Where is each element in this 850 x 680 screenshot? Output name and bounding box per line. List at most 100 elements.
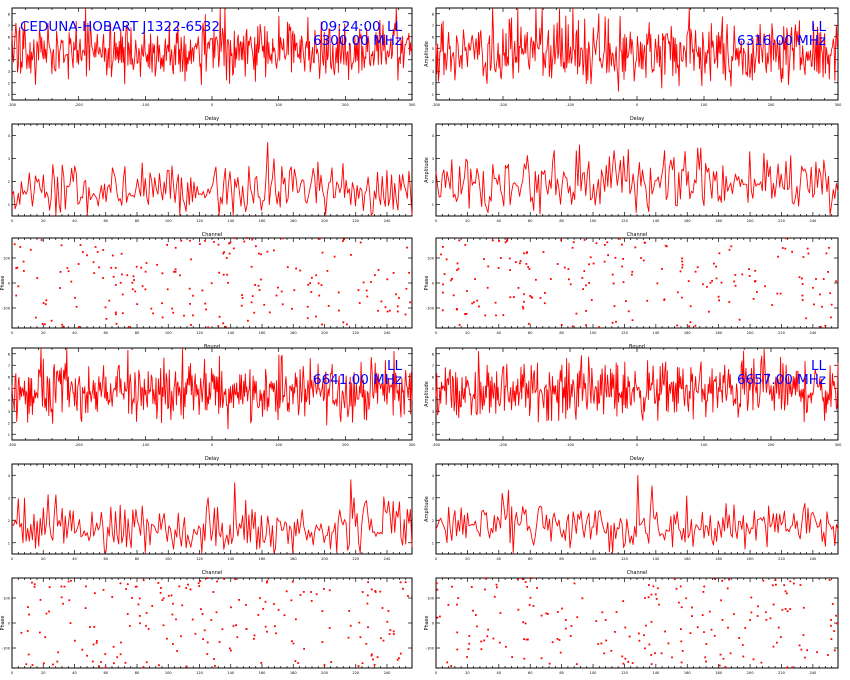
phase-point [86, 254, 88, 257]
y-tick-label: 2 [432, 519, 434, 523]
x-tick-label: 200 [768, 443, 776, 447]
phase-point [619, 237, 621, 240]
phase-point [172, 311, 175, 314]
phase-point [199, 243, 201, 245]
phase-point [346, 323, 348, 326]
x-tick-label: 20 [41, 219, 46, 223]
phase-point [718, 664, 721, 667]
phase-point [273, 603, 275, 605]
x-axis-label: Channel [627, 570, 648, 576]
phase-point [802, 634, 805, 636]
x-tick-label: 200 [321, 557, 329, 561]
x-tick-label: 200 [747, 331, 755, 335]
phase-point [144, 288, 147, 291]
phase-point [547, 613, 549, 615]
y-tick-label: 0 [8, 282, 11, 286]
phase-point [830, 303, 833, 306]
phase-point [806, 649, 808, 652]
phase-point [366, 594, 369, 597]
phase-point [638, 632, 640, 635]
phase-point [648, 643, 651, 646]
phase-point [478, 305, 480, 308]
phase-point [240, 304, 243, 307]
phase-point [212, 591, 215, 593]
phase-point [752, 298, 755, 300]
x-tick-label: 0 [11, 219, 14, 223]
phase-point [650, 620, 653, 623]
phase-point [156, 263, 158, 266]
phase-point [581, 597, 584, 600]
phase-point [42, 302, 45, 304]
phase-point [806, 247, 809, 250]
phase-point [39, 631, 41, 634]
phase-point [440, 253, 442, 256]
x-tick-label: 220 [352, 671, 360, 675]
phase-point [119, 281, 122, 284]
x-tick-label: 0 [636, 443, 639, 447]
phase-point [132, 275, 135, 278]
phase-point [721, 579, 724, 582]
phase-point [206, 653, 209, 655]
phase-point [258, 252, 260, 255]
phase-point [138, 597, 141, 600]
x-tick-label: 160 [684, 331, 692, 335]
phase-point [39, 599, 42, 601]
y-tick-label: 6 [8, 35, 11, 39]
y-tick-label: 4 [8, 474, 11, 478]
x-tick-label: 60 [528, 671, 533, 675]
phase-point [275, 294, 278, 297]
phase-point [40, 239, 43, 241]
x-tick-label: 160 [684, 557, 692, 561]
phase-point [318, 294, 321, 297]
phase-point [450, 665, 453, 667]
x-tick-label: 20 [465, 557, 470, 561]
phase-point [26, 630, 29, 632]
phase-point [733, 613, 735, 615]
phase-point [703, 585, 706, 588]
phase-point [615, 320, 617, 323]
phase-point [395, 293, 397, 296]
phase-point [92, 643, 95, 646]
y-tick-label: 8 [8, 12, 11, 16]
phase-point [720, 599, 722, 602]
phase-point [253, 634, 256, 637]
phase-point [386, 278, 389, 281]
phase-point [69, 622, 72, 624]
phase-point [800, 648, 803, 651]
phase-point [157, 582, 160, 584]
phase-point [622, 258, 624, 260]
phase-point [614, 631, 616, 633]
x-tick-label: 60 [528, 331, 533, 335]
x-axis-label: Delay [630, 116, 644, 122]
phase-point [210, 619, 213, 621]
y-axis-label: Amplitude [424, 157, 430, 183]
phase-point [398, 297, 400, 299]
phase-point [200, 608, 202, 610]
phase-point [442, 246, 444, 248]
y-tick-label: 8 [8, 352, 11, 356]
phase-point [151, 605, 154, 607]
phase-point [382, 639, 385, 642]
x-tick-label: -200 [499, 443, 508, 447]
y-tick-label: 4 [8, 398, 11, 402]
phase-point [802, 606, 805, 609]
phase-point [310, 600, 313, 602]
phase-point [367, 581, 369, 584]
phase-point [228, 242, 230, 245]
y-tick-label: 1 [8, 541, 10, 545]
phase-point [548, 662, 551, 665]
phase-point [582, 288, 584, 290]
x-tick-label: 60 [103, 671, 108, 675]
phase-point [502, 314, 505, 316]
phase-point [688, 325, 691, 328]
phase-point [281, 303, 284, 306]
phase-point [642, 259, 645, 262]
phase-point [486, 635, 489, 638]
phase-point [274, 625, 276, 628]
phase-point [597, 326, 600, 329]
phase-point [536, 587, 538, 589]
phase-point [128, 625, 131, 627]
y-axis-label: Phase [0, 616, 6, 631]
phase-point [188, 287, 191, 290]
phase-point [268, 311, 271, 314]
